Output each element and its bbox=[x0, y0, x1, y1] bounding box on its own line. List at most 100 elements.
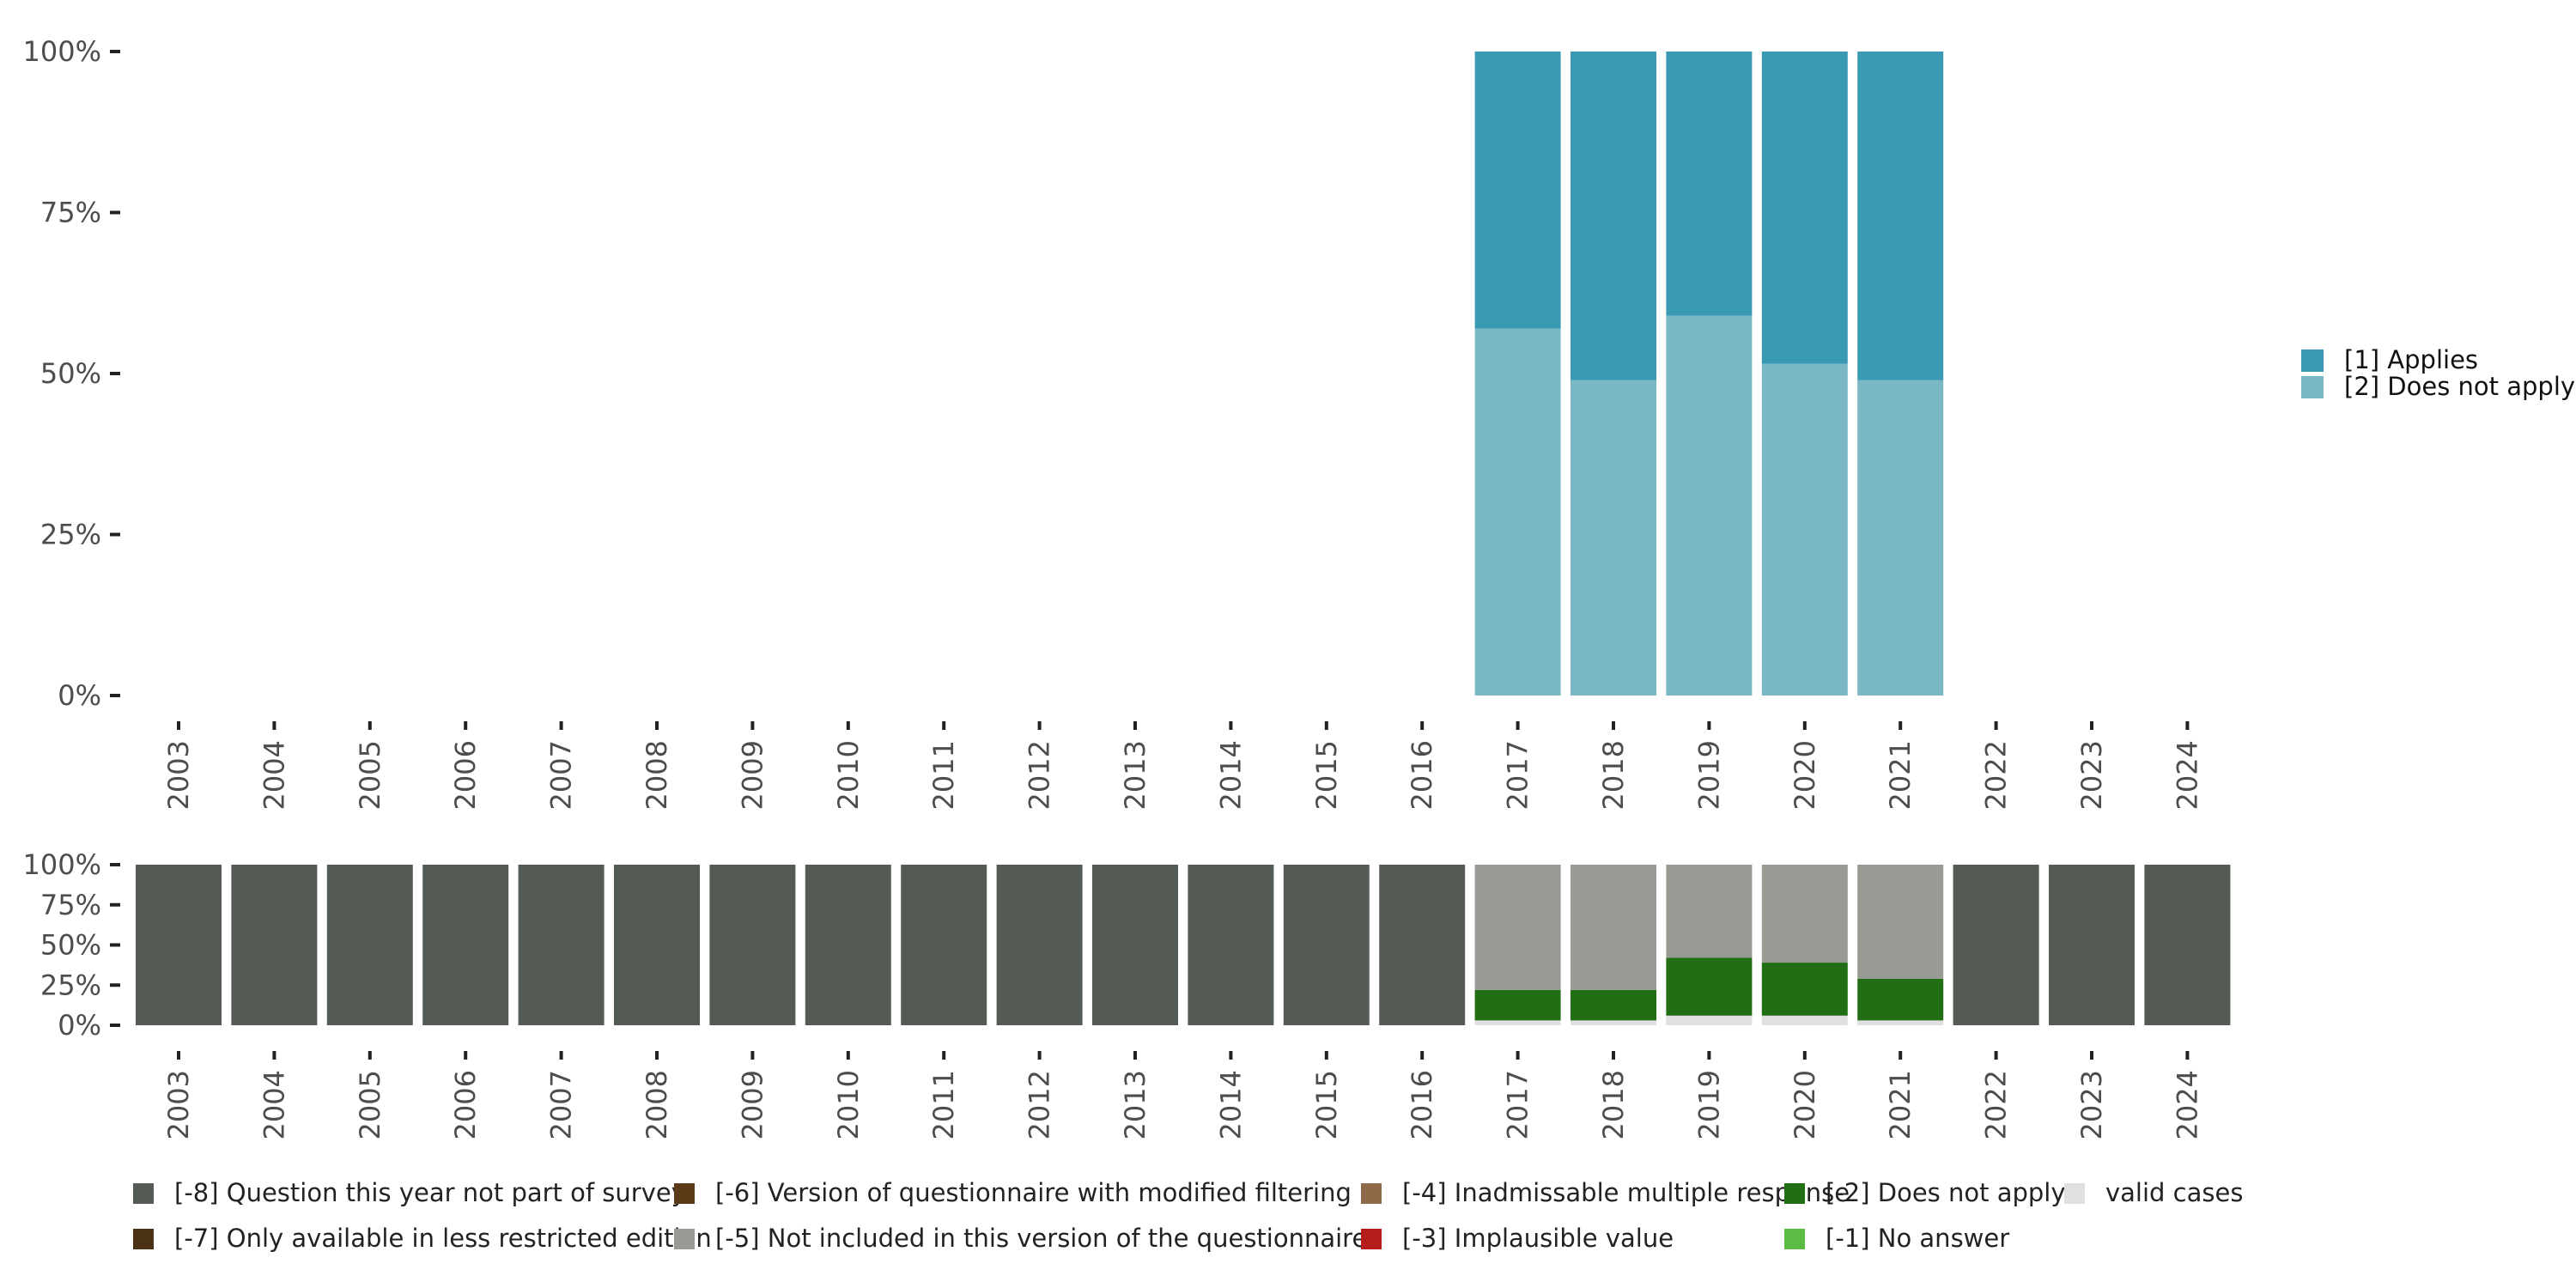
x-tick-label: 2016 bbox=[1406, 1070, 1438, 1139]
x-tick-label: 2007 bbox=[545, 1070, 578, 1139]
x-tick-label: 2018 bbox=[1597, 1070, 1630, 1139]
legend-swatch bbox=[1361, 1183, 1382, 1204]
bar-segment bbox=[1474, 989, 1561, 1021]
x-tick-label: 2009 bbox=[736, 740, 769, 810]
bar-segment bbox=[1474, 1020, 1561, 1025]
legend-swatch bbox=[1361, 1229, 1382, 1249]
legend-label: valid cases bbox=[2105, 1178, 2243, 1207]
x-tick-label: 2017 bbox=[1502, 1070, 1534, 1139]
x-tick-label: 2010 bbox=[832, 1070, 865, 1139]
x-tick-label: 2008 bbox=[641, 1070, 673, 1139]
x-tick-label: 2009 bbox=[736, 1070, 769, 1139]
y-tick-label: 0% bbox=[58, 1009, 101, 1042]
x-tick-label: 2015 bbox=[1310, 1070, 1343, 1139]
bar-segment bbox=[709, 865, 796, 1025]
legend-swatch bbox=[1784, 1229, 1805, 1249]
x-tick-label: 2015 bbox=[1310, 740, 1343, 810]
bar-segment bbox=[1761, 865, 1848, 963]
bar-segment bbox=[1857, 865, 1944, 979]
legend-label: [-1] No answer bbox=[1826, 1224, 2009, 1253]
x-tick-label: 2003 bbox=[162, 740, 195, 810]
bar-segment bbox=[1761, 52, 1848, 364]
legend-swatch bbox=[133, 1229, 154, 1249]
x-tick-label: 2021 bbox=[1884, 740, 1917, 810]
x-tick-label: 2024 bbox=[2171, 740, 2203, 810]
legend-label: [-7] Only available in less restricted e… bbox=[174, 1224, 712, 1253]
bar-segment bbox=[136, 865, 222, 1025]
y-tick-label: 75% bbox=[40, 889, 101, 921]
bar-segment bbox=[1857, 1020, 1944, 1025]
bar-segment bbox=[1857, 978, 1944, 1021]
y-tick-label: 100% bbox=[23, 848, 101, 881]
legend-label: [2] Does not apply bbox=[2344, 372, 2575, 401]
bar-segment bbox=[1571, 1020, 1656, 1025]
bar-segment bbox=[231, 865, 318, 1025]
bar-segment bbox=[901, 865, 987, 1025]
x-tick-label: 2013 bbox=[1119, 740, 1151, 810]
x-tick-label: 2019 bbox=[1692, 1070, 1725, 1139]
legend-label: [-2] Does not apply bbox=[1826, 1178, 2066, 1207]
x-tick-label: 2019 bbox=[1692, 740, 1725, 810]
bar-segment bbox=[1666, 52, 1753, 316]
legend-label: [-8] Question this year not part of surv… bbox=[174, 1178, 686, 1207]
legend-swatch bbox=[133, 1183, 154, 1204]
x-tick-label: 2023 bbox=[2075, 740, 2108, 810]
y-tick-label: 0% bbox=[58, 679, 101, 712]
bar-segment bbox=[996, 865, 1083, 1025]
bar-segment bbox=[518, 865, 605, 1025]
legend-label: [-6] Version of questionnaire with modif… bbox=[715, 1178, 1352, 1207]
bar-segment bbox=[1474, 52, 1561, 329]
x-tick-label: 2011 bbox=[927, 740, 960, 810]
x-tick-label: 2017 bbox=[1502, 740, 1534, 810]
x-tick-label: 2012 bbox=[1024, 1070, 1056, 1139]
bar-segment bbox=[1092, 865, 1178, 1025]
bar-segment bbox=[1666, 315, 1753, 696]
bar-segment bbox=[1953, 865, 2039, 1025]
bar-segment bbox=[422, 865, 509, 1025]
x-tick-label: 2006 bbox=[449, 740, 482, 810]
bar-segment bbox=[1761, 963, 1848, 1016]
x-tick-label: 2005 bbox=[354, 1070, 386, 1139]
bar-segment bbox=[805, 865, 891, 1025]
bar-segment bbox=[1666, 957, 1753, 1016]
x-tick-label: 2007 bbox=[545, 740, 578, 810]
bar-segment bbox=[1283, 865, 1370, 1025]
x-tick-label: 2016 bbox=[1406, 740, 1438, 810]
y-tick-label: 25% bbox=[40, 969, 101, 1001]
bar-segment bbox=[1188, 865, 1274, 1025]
y-tick-label: 50% bbox=[40, 929, 101, 962]
bar-segment bbox=[1571, 380, 1656, 696]
bar-segment bbox=[326, 865, 413, 1025]
bar-segment bbox=[1666, 1015, 1753, 1025]
bar-segment bbox=[1857, 380, 1944, 696]
legend-label: [1] Applies bbox=[2344, 345, 2478, 374]
legend-label: [-3] Implausible value bbox=[1402, 1224, 1674, 1253]
bar-segment bbox=[1474, 865, 1561, 990]
x-tick-label: 2013 bbox=[1119, 1070, 1151, 1139]
legend-swatch bbox=[674, 1229, 695, 1249]
x-tick-label: 2023 bbox=[2075, 1070, 2108, 1139]
x-tick-label: 2022 bbox=[1980, 1070, 2013, 1139]
x-tick-label: 2014 bbox=[1214, 740, 1247, 810]
x-tick-label: 2004 bbox=[258, 740, 290, 810]
x-tick-label: 2010 bbox=[832, 740, 865, 810]
x-tick-label: 2020 bbox=[1789, 1070, 1821, 1139]
legend-label: [-5] Not included in this version of the… bbox=[715, 1224, 1367, 1253]
bar-segment bbox=[1571, 989, 1656, 1021]
bar-segment bbox=[1474, 328, 1561, 696]
legend-swatch bbox=[2064, 1183, 2085, 1204]
x-tick-label: 2003 bbox=[162, 1070, 195, 1139]
x-tick-label: 2024 bbox=[2171, 1070, 2203, 1139]
bar-segment bbox=[2049, 865, 2135, 1025]
y-tick-label: 50% bbox=[40, 357, 101, 390]
bar-segment bbox=[1761, 363, 1848, 696]
x-tick-label: 2022 bbox=[1980, 740, 2013, 810]
bar-segment bbox=[1571, 52, 1656, 380]
bar-segment bbox=[1666, 865, 1753, 958]
x-tick-label: 2006 bbox=[449, 1070, 482, 1139]
bar-segment bbox=[2144, 865, 2231, 1025]
bar-segment bbox=[1761, 1015, 1848, 1025]
legend-swatch bbox=[1784, 1183, 1805, 1204]
x-tick-label: 2005 bbox=[354, 740, 386, 810]
